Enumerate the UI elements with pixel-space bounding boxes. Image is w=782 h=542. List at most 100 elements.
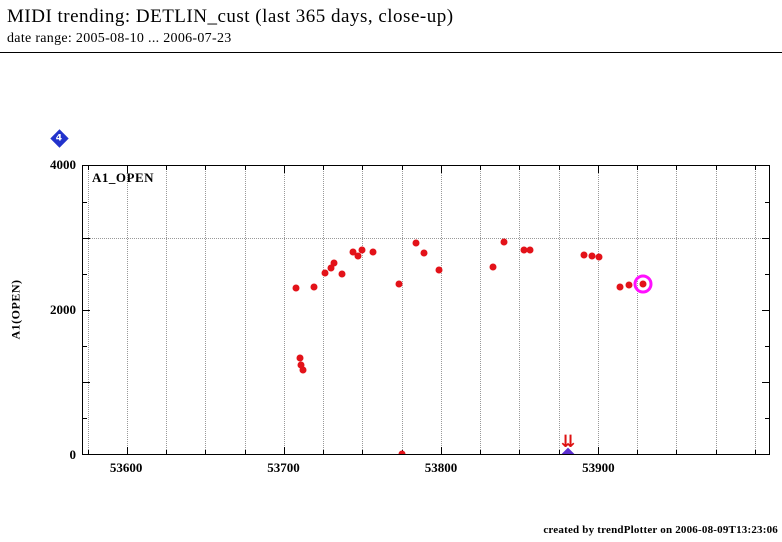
x-tick-mark xyxy=(87,450,89,454)
y-tick-mark xyxy=(83,310,90,311)
data-point xyxy=(420,249,428,257)
y-tick-mark xyxy=(83,274,87,275)
x-tick-mark xyxy=(637,166,639,170)
data-point xyxy=(297,361,305,369)
x-tick-mark xyxy=(362,166,364,170)
data-point xyxy=(369,248,377,256)
x-tick-mark xyxy=(283,166,285,173)
y-tick-mark xyxy=(765,274,769,275)
data-point xyxy=(398,450,406,454)
x-tick-mark xyxy=(205,450,207,454)
vertical-gridline xyxy=(637,166,639,454)
x-tick-mark xyxy=(283,447,285,454)
data-point xyxy=(395,280,403,288)
data-point xyxy=(625,281,633,289)
x-tick-mark xyxy=(715,166,717,170)
data-point xyxy=(358,246,366,254)
vertical-gridline xyxy=(676,166,678,454)
x-tick-mark xyxy=(244,450,246,454)
data-point xyxy=(327,264,335,272)
x-tick-mark xyxy=(126,447,128,454)
x-tick-mark xyxy=(126,166,128,173)
vertical-gridline xyxy=(362,166,364,454)
x-tick-mark xyxy=(166,166,168,170)
data-point xyxy=(595,253,603,261)
vertical-gridline xyxy=(440,166,442,454)
x-tick-mark xyxy=(401,166,403,170)
data-point xyxy=(435,266,443,274)
x-tick-mark xyxy=(362,450,364,454)
data-point xyxy=(520,246,528,254)
x-tick-mark xyxy=(440,166,442,173)
x-tick-mark xyxy=(323,166,325,170)
y-tick-mark xyxy=(765,346,769,347)
x-tick-mark xyxy=(558,166,560,170)
data-point xyxy=(310,283,318,291)
y-axis-label: A1(OPEN) xyxy=(8,279,23,340)
data-point xyxy=(338,270,346,278)
vertical-gridline xyxy=(401,166,403,454)
vertical-gridline xyxy=(519,166,521,454)
data-point xyxy=(489,263,497,271)
x-tick-label: 53700 xyxy=(267,460,300,475)
data-point xyxy=(321,269,329,277)
data-point xyxy=(588,252,596,260)
x-tick-mark xyxy=(480,450,482,454)
date-range-subtitle: date range: 2005-08-10 ... 2006-07-23 xyxy=(7,31,232,46)
x-tick-mark xyxy=(597,447,599,454)
data-point xyxy=(299,366,307,374)
vertical-gridline xyxy=(323,166,325,454)
x-tick-mark xyxy=(244,166,246,170)
data-point xyxy=(296,354,304,362)
x-tick-mark xyxy=(676,450,678,454)
data-point xyxy=(412,239,420,247)
x-tick-mark xyxy=(676,166,678,170)
data-point xyxy=(616,283,624,291)
y-tick-mark xyxy=(83,238,90,239)
vertical-gridline xyxy=(283,166,285,454)
vertical-gridline xyxy=(558,166,560,454)
x-tick-mark xyxy=(558,450,560,454)
vertical-gridline xyxy=(244,166,246,454)
x-tick-mark xyxy=(637,450,639,454)
page-title: MIDI trending: DETLIN_cust (last 365 day… xyxy=(7,6,454,27)
y-tick-mark xyxy=(83,346,87,347)
x-tick-mark xyxy=(166,450,168,454)
down-arrow-annotation-icon: ⇊ xyxy=(560,432,576,452)
vertical-gridline xyxy=(754,166,756,454)
count-badge-diamond-icon: 4 xyxy=(50,129,69,148)
y-tick-mark xyxy=(83,418,87,419)
y-tick-mark xyxy=(762,382,769,383)
header-divider xyxy=(0,52,782,53)
vertical-gridline xyxy=(126,166,128,454)
series-label: A1_OPEN xyxy=(92,170,154,185)
x-tick-label: 53800 xyxy=(424,460,458,475)
y-tick-mark xyxy=(765,418,769,419)
y-tick-mark xyxy=(765,202,769,203)
highlight-ring xyxy=(633,274,653,294)
y-tick-mark xyxy=(762,310,769,311)
data-point xyxy=(500,238,508,246)
x-tick-mark xyxy=(480,166,482,170)
y-tick-mark xyxy=(762,238,769,239)
x-tick-mark xyxy=(519,450,521,454)
data-point xyxy=(580,251,588,259)
x-tick-mark xyxy=(519,166,521,170)
y-tick-label: 4000 xyxy=(50,157,76,172)
credit-line: created by trendPlotter on 2006-08-09T13… xyxy=(543,524,778,536)
data-point xyxy=(349,248,357,256)
x-tick-mark xyxy=(715,450,717,454)
data-point xyxy=(330,259,338,267)
vertical-gridline xyxy=(205,166,207,454)
x-tick-label: 53900 xyxy=(582,460,615,475)
x-tick-mark xyxy=(323,450,325,454)
y-tick-mark xyxy=(83,202,87,203)
data-point xyxy=(292,284,300,292)
y-tick-label: 2000 xyxy=(50,302,76,317)
vertical-gridline xyxy=(480,166,482,454)
x-tick-mark xyxy=(205,166,207,170)
vertical-gridline xyxy=(597,166,599,454)
x-tick-mark xyxy=(597,166,599,173)
x-tick-label: 53600 xyxy=(109,460,143,475)
